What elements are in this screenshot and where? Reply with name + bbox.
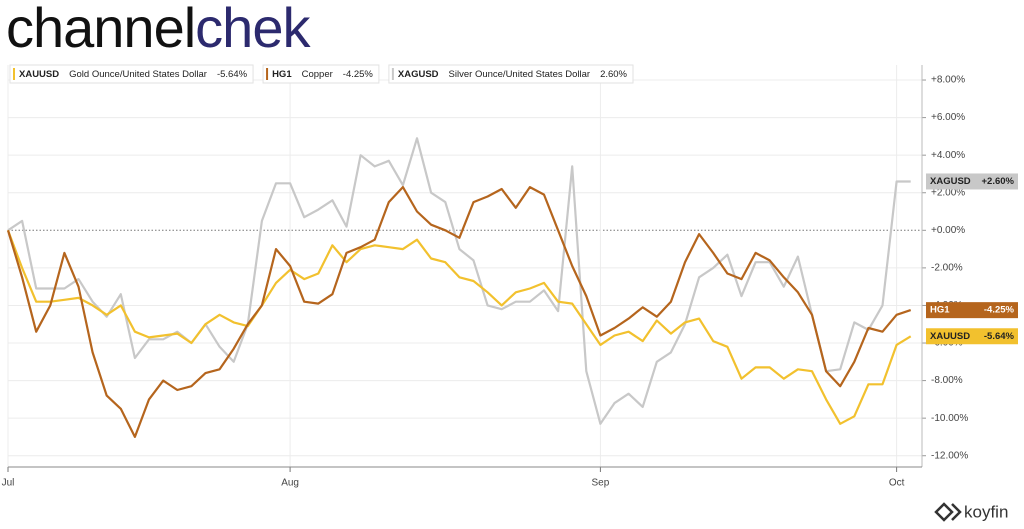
end-badge — [926, 328, 1018, 345]
y-tick-label: +2.00% — [931, 187, 965, 198]
series-line — [6, 229, 912, 425]
end-badge-name: HG1 — [930, 305, 950, 316]
legend-value: -5.64% — [217, 69, 248, 80]
logo-second: chek — [195, 0, 311, 59]
legend-box — [388, 64, 634, 84]
end-badge-name: XAUUSD — [930, 331, 970, 342]
y-tick-label: +6.00% — [931, 112, 965, 123]
y-tick-label: +0.00% — [931, 225, 965, 236]
end-badge — [926, 173, 1018, 190]
legend-description: Silver Ounce/United States Dollar — [449, 69, 591, 80]
legend-item: HG1 Copper -4.25% — [262, 64, 380, 84]
end-badge-name: XAGUSD — [930, 176, 971, 187]
legend-name: XAGUSD — [398, 69, 439, 80]
end-badge-value: +2.60% — [982, 176, 1015, 187]
legend-box — [262, 64, 380, 84]
legend-swatch — [13, 68, 15, 80]
y-tick-label: -8.00% — [931, 375, 963, 386]
brand-icon — [934, 502, 962, 522]
legend-name: HG1 — [272, 69, 292, 80]
legend-description: Copper — [302, 69, 333, 80]
legend-item: XAUUSD Gold Ounce/United States Dollar -5.… — [9, 64, 254, 84]
x-tick-label: Aug — [281, 478, 299, 489]
legend-box — [9, 64, 254, 84]
legend-value: 2.60% — [600, 69, 627, 80]
y-tick-label: +4.00% — [931, 150, 965, 161]
y-tick-label: -10.00% — [931, 413, 968, 424]
x-tick-label: Sep — [592, 478, 610, 489]
logo-first: channel — [6, 0, 195, 59]
brand-name: koyfin — [964, 502, 1008, 521]
legend-item: XAGUSD Silver Ounce/United States Dollar 2… — [388, 64, 634, 84]
logo: channelchek — [6, 0, 311, 59]
end-badge-value: -4.25% — [984, 305, 1015, 316]
y-tick-label: -12.00% — [931, 450, 968, 461]
legend-name: XAUUSD — [19, 69, 59, 80]
legend-value: -4.25% — [343, 69, 374, 80]
legend-swatch — [391, 68, 394, 80]
end-badge — [926, 302, 1018, 319]
x-tick-label: Jul — [2, 478, 15, 489]
legend-swatch — [266, 68, 269, 80]
y-tick-label: +8.00% — [931, 75, 965, 86]
y-tick-label: -2.00% — [931, 263, 963, 274]
legend-description: Gold Ounce/United States Dollar — [69, 69, 207, 80]
end-badge-value: -5.64% — [984, 331, 1015, 342]
koyfin-brand: koyfin — [934, 502, 1008, 522]
x-tick-label: Oct — [889, 478, 905, 489]
series-line — [6, 186, 912, 438]
series-line — [7, 137, 911, 425]
